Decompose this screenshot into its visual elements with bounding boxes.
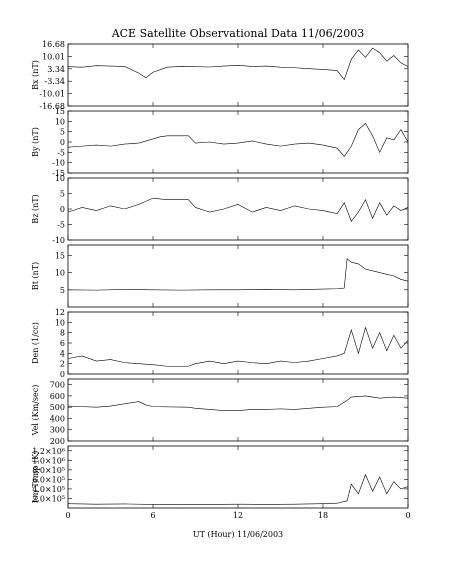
panel-frame-vel <box>67 378 409 442</box>
series-line-den <box>67 326 409 367</box>
ylabel-by: By (nT) <box>31 127 40 157</box>
ytick-label-by: -10 <box>52 159 65 168</box>
ytick-label-vel: 300 <box>50 426 65 435</box>
ytick-label-bx: -16.68 <box>39 102 65 111</box>
ytick-label-den: 6 <box>60 339 65 348</box>
ytick-label-vel: 400 <box>50 414 65 423</box>
ytick-label-bz: 5 <box>60 190 65 199</box>
ytick-label-den: 10 <box>55 318 65 327</box>
ytick-label-temp: 1.0×10⁶ <box>32 456 65 465</box>
panel-frame-bz <box>67 177 409 241</box>
ylabel-bx: Bx (nT) <box>31 60 40 90</box>
series-line-vel <box>67 395 409 411</box>
ytick-label-bz: 0 <box>60 205 65 214</box>
ytick-label-temp: 2.0×10⁵ <box>32 494 65 503</box>
ytick-label-vel: 500 <box>50 403 65 412</box>
xtick-label: 12 <box>233 511 243 520</box>
x-axis: 0 6 12 18 0 <box>65 511 410 520</box>
xtick-label: 18 <box>318 511 328 520</box>
ytick-label-den: 12 <box>55 308 65 317</box>
ytick-label-bz: -10 <box>52 236 65 245</box>
xtick-label: 0 <box>405 511 410 520</box>
ytick-label-den: 0 <box>60 370 65 379</box>
panel-frame-temp <box>67 445 409 509</box>
panel-bx: -16.68 -10.01 -3.34 3.34 10.01 16.68 Bx (nT) <box>31 40 409 111</box>
ylabel-temp: Ion Temp (K) <box>31 451 40 504</box>
ytick-label-den: 8 <box>60 329 65 338</box>
ytick-label-vel: 700 <box>50 381 65 390</box>
x-axis-label: UT (Hour) 11/06/2003 <box>193 530 283 539</box>
ytick-label-bt: 15 <box>55 251 65 260</box>
series-line-bx <box>67 47 409 81</box>
ytick-label-by: -5 <box>57 148 65 157</box>
ytick-label-vel: 200 <box>50 437 65 446</box>
ytick-label-vel: 600 <box>50 392 65 401</box>
ytick-label-temp: 4.0×10⁵ <box>32 485 65 494</box>
ytick-label-bx: 16.68 <box>42 40 65 49</box>
ytick-label-bt: 10 <box>55 269 65 278</box>
ytick-label-bx: 3.34 <box>47 65 65 74</box>
ytick-label-by: 0 <box>60 138 65 147</box>
ytick-label-den: 4 <box>60 349 65 358</box>
panel-frame-by <box>67 110 409 174</box>
xtick-label: 6 <box>150 511 155 520</box>
panel-temp: 2.0×10⁵4.0×10⁵6.0×10⁵8.0×10⁵1.0×10⁶1.2×1… <box>31 445 409 509</box>
panel-bt: 5 10 15 Bt (nT) <box>31 244 409 308</box>
ytick-label-by: -15 <box>52 169 65 178</box>
panel-frame-bt <box>67 244 409 308</box>
ylabel-bt: Bt (nT) <box>31 262 40 290</box>
series-line-by <box>67 122 409 157</box>
chart-title: ACE Satellite Observational Data 11/06/2… <box>111 27 365 40</box>
ylabel-vel: Vel (Km/sec) <box>31 385 40 437</box>
series-line-bt <box>67 258 409 291</box>
ytick-label-bx: -10.01 <box>39 90 65 99</box>
ytick-label-temp: 1.2×10⁶ <box>32 447 65 456</box>
ytick-label-den: 2 <box>60 360 65 369</box>
ylabel-den: Den (1/cc) <box>31 322 40 364</box>
ytick-label-temp: 6.0×10⁵ <box>32 475 65 484</box>
ylabel-bz: Bz (nT) <box>31 194 40 223</box>
ytick-label-by: 15 <box>55 107 65 116</box>
ytick-label-bt: 5 <box>60 286 65 295</box>
ytick-label-bx: -3.34 <box>44 77 65 86</box>
series-line-temp <box>67 473 409 505</box>
ytick-label-bz: 10 <box>55 174 65 183</box>
ytick-label-by: 10 <box>55 117 65 126</box>
panel-bz: -10 -5 0 5 10 Bz (nT) <box>31 174 409 245</box>
ytick-label-by: 5 <box>60 128 65 137</box>
panel-frame-bx <box>67 43 409 107</box>
panel-frame-den <box>67 311 409 375</box>
panel-vel: 200 300 400 500 600 700 Vel (Km/sec) <box>31 378 409 446</box>
series-line-bz <box>67 197 409 223</box>
ytick-label-temp: 8.0×10⁵ <box>32 466 65 475</box>
ytick-label-bz: -5 <box>57 221 65 230</box>
xtick-label: 0 <box>65 511 70 520</box>
ytick-label-bx: 10.01 <box>42 52 65 61</box>
